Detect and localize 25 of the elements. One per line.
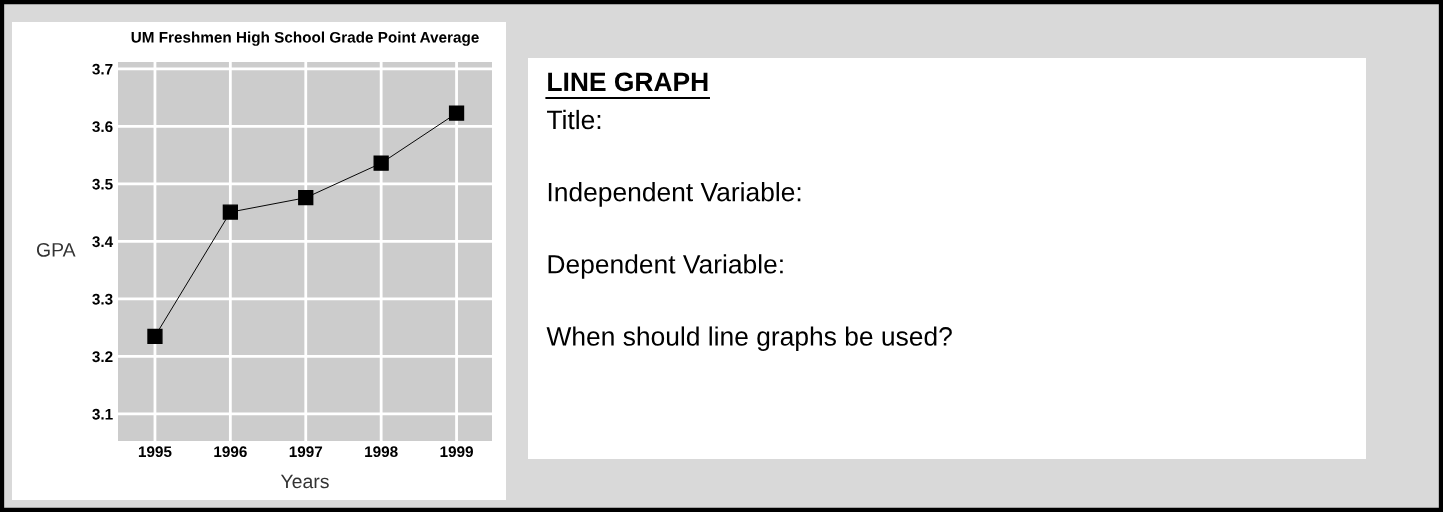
x-axis-title: Years — [280, 474, 329, 489]
point — [298, 190, 314, 206]
text: When should line graphs be used? — [546, 326, 952, 351]
text: LINE GRAPH — [548, 72, 708, 92]
y-tick-label: 3.4 — [92, 236, 114, 248]
y-tick-label: 3.6 — [92, 121, 113, 133]
text: Title: — [547, 109, 601, 130]
chart-title: UM Freshmen High School Grade Point Average — [131, 31, 479, 46]
point — [373, 155, 389, 171]
y-tick-label: 3.3 — [92, 293, 113, 305]
y-tick-label: 3.7 — [92, 63, 113, 75]
x-tick-label: 1998 — [365, 446, 398, 458]
y-axis-title: GPA — [36, 242, 76, 257]
point — [448, 105, 465, 121]
text: Independent Variable: — [548, 182, 801, 207]
point — [147, 328, 163, 344]
point — [222, 204, 238, 220]
y-tick-label: 3.5 — [92, 178, 113, 190]
y-tick-label: 3.1 — [92, 408, 113, 420]
text: Dependent Variable: — [548, 254, 783, 279]
x-tick-label: 1999 — [440, 446, 473, 458]
y-tick-label: 3.2 — [92, 351, 113, 363]
x-tick-label: 1997 — [289, 446, 323, 458]
x-tick-label: 1996 — [214, 446, 247, 458]
x-tick-label: 1995 — [138, 446, 172, 458]
